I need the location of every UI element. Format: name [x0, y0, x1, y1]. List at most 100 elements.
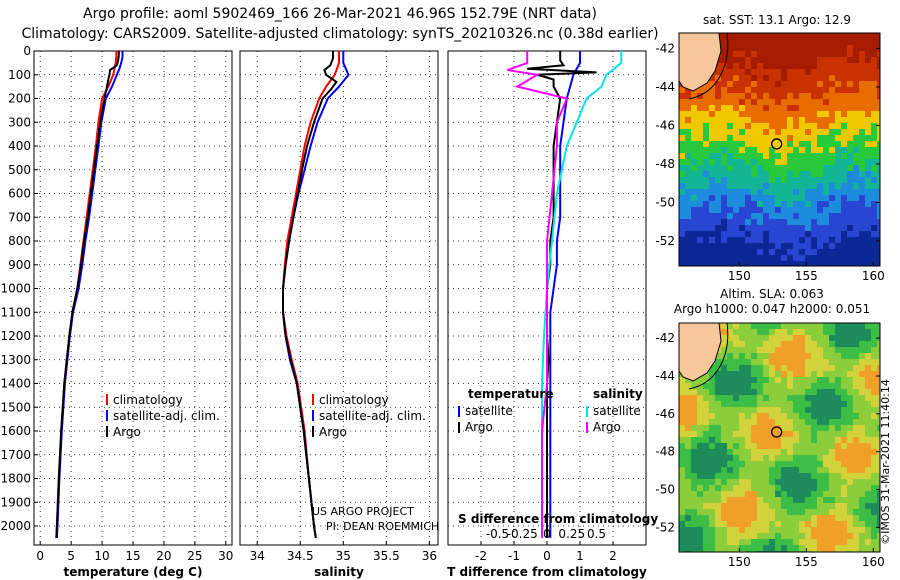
legend-label: satellite: [465, 404, 513, 418]
series-s-argo: [507, 51, 569, 538]
x-tick-label: -1: [508, 549, 520, 563]
legend-swatch: [106, 394, 108, 405]
y-tick-label: 1500: [0, 400, 31, 414]
grid: [34, 50, 232, 545]
annotation-project: US ARGO PROJECT: [312, 505, 414, 518]
y-tick-label: 1300: [0, 353, 31, 367]
map-y-tick-label: -44: [655, 369, 675, 383]
series-t-satellite: [549, 51, 581, 538]
grid: [240, 50, 438, 545]
map-x-tick-label: 160: [862, 555, 885, 569]
y-tick-label: 1000: [0, 282, 31, 296]
map-y-tick-label: -48: [655, 445, 675, 459]
map-y-tick-label: -52: [655, 234, 675, 248]
panel-frame: [239, 50, 439, 546]
x-tick-label: 2: [609, 549, 617, 563]
x-tick-label: 0: [543, 549, 551, 563]
s-tick-label: 0: [543, 527, 551, 541]
y-tick-label: 1900: [0, 495, 31, 509]
float-position-marker: [771, 426, 783, 438]
x-axis-label: T difference from climatology: [447, 565, 647, 579]
y-tick-label: 500: [8, 163, 31, 177]
y-tick-label: 400: [8, 139, 31, 153]
legend-label: Argo: [319, 425, 347, 439]
s-tick-label: 0.5: [587, 527, 606, 541]
y-tick-label: 2000: [0, 519, 31, 533]
x-tick-label: 25: [187, 549, 202, 563]
y-tick-label: 1100: [0, 305, 31, 319]
tasmania-land: [678, 322, 722, 382]
y-tick-label: 900: [8, 258, 31, 272]
map-y-tick-label: -44: [655, 80, 675, 94]
sst-map-title: sat. SST: 13.1 Argo: 12.9: [703, 13, 851, 27]
sst-map: -42 -44 -46 -48 -50 -52 150 155 160: [655, 32, 885, 283]
sst-map-frame: [678, 32, 881, 267]
x-tick-label: 1: [576, 549, 584, 563]
y-tick-label: 600: [8, 187, 31, 201]
panel-difference: -2 -1 0 1 2 T difference from climatology temp…: [447, 50, 658, 579]
x-tick-label: 35: [336, 549, 351, 563]
grid: [448, 50, 646, 545]
legend-label: Argo: [113, 425, 141, 439]
depth-contour: [688, 322, 729, 390]
legend-swatch: [106, 426, 108, 437]
map-y-tick-label: -46: [655, 118, 675, 132]
legend-label: Argo: [465, 420, 493, 434]
x-tick-label: 5: [67, 549, 75, 563]
legend-swatch: [586, 422, 588, 433]
x-axis-label: salinity: [314, 565, 364, 579]
depth-contour: [688, 32, 729, 100]
s-tick-label: -0.25: [507, 527, 538, 541]
legend-label: Argo: [593, 420, 621, 434]
x-tick-label: 0: [36, 549, 44, 563]
y-tick-label: 1400: [0, 377, 31, 391]
header-line-2: Climatology: CARS2009. Satellite-adjuste…: [21, 26, 659, 42]
panel-salinity: 34 34.5 35 35.5 36 salinity climatology satelli…: [239, 50, 439, 579]
x-axis-label: temperature (deg C): [64, 565, 203, 579]
sla-map: -42 -44 -46 -48 -50 -52 150 155 160: [655, 322, 885, 569]
map-y-tick-label: -42: [655, 41, 675, 55]
legend-label: satellite-adj. clim.: [113, 409, 220, 423]
map-y-tick-label: -50: [655, 483, 675, 497]
legend-swatch: [312, 426, 314, 437]
map-y-tick-label: -46: [655, 407, 675, 421]
x-tick-label: 30: [218, 549, 233, 563]
sla-map-title-1: Altim. SLA: 0.063: [720, 287, 824, 301]
annotation-pi: PI: DEAN ROEMMICH: [326, 520, 439, 533]
y-tick-label: 300: [8, 115, 31, 129]
y-tick-label: 1800: [0, 472, 31, 486]
series-argo: [55, 51, 120, 538]
map-x-tick-label: 150: [728, 555, 751, 569]
y-tick-label: 1200: [0, 329, 31, 343]
y-tick-label: 1700: [0, 448, 31, 462]
header-line-1: Argo profile: aoml 5902469_166 26-Mar-20…: [83, 6, 597, 22]
x-tick-label: 20: [156, 549, 171, 563]
legend-label: satellite: [593, 404, 641, 418]
y-tick-label: 0: [23, 44, 31, 58]
series-argo: [282, 51, 338, 539]
legend-swatch: [312, 394, 314, 405]
map-y-tick-label: -48: [655, 157, 675, 171]
float-position-marker: [771, 138, 783, 150]
legend-title-temperature: temperature: [468, 387, 553, 401]
legend-title-salinity: salinity: [593, 387, 643, 401]
map-y-tick-label: -42: [655, 331, 675, 345]
x-tick-label: 15: [125, 549, 140, 563]
legend-swatch: [458, 406, 460, 417]
x-tick-label: 10: [94, 549, 109, 563]
s-tick-label: 0.25: [558, 527, 585, 541]
x-tick-label: -2: [475, 549, 487, 563]
panel-frame: [33, 50, 233, 546]
legend-swatch: [458, 422, 460, 433]
sla-map-frame: [678, 322, 881, 553]
legend-swatch: [586, 406, 588, 417]
y-tick-label: 100: [8, 68, 31, 82]
legend-label: climatology: [319, 393, 389, 407]
map-x-tick-label: 155: [795, 555, 818, 569]
panel-temperature: 0100200300400500600700800900100011001200…: [0, 44, 233, 579]
x-tick-label: 36: [422, 549, 437, 563]
x-tick-label: 35.5: [373, 549, 400, 563]
legend-label: satellite-adj. clim.: [319, 409, 426, 423]
legend-swatch: [312, 410, 314, 421]
